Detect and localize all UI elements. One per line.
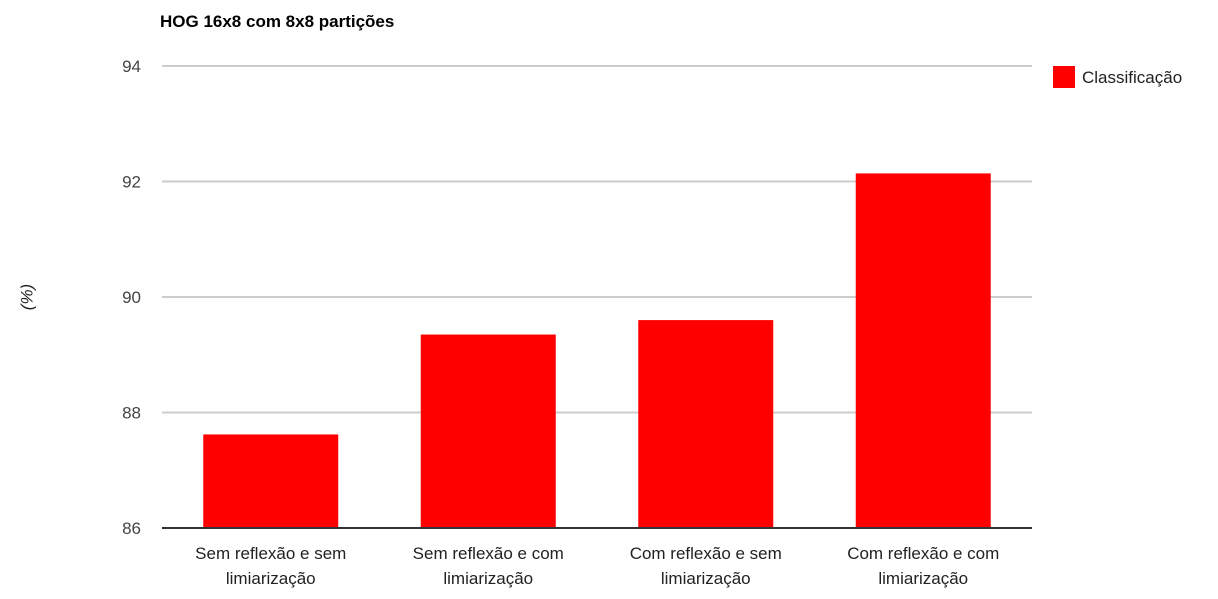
y-tick-label: 94 <box>122 57 141 76</box>
x-category-label: Sem reflexão e sem <box>195 544 346 563</box>
bars <box>203 173 991 529</box>
chart-title: HOG 16x8 com 8x8 partições <box>160 12 394 31</box>
y-tick-label: 88 <box>122 404 141 423</box>
legend-label: Classificação <box>1082 68 1182 87</box>
x-axis-labels: Sem reflexão e sem limiarização Sem reflex… <box>195 544 999 588</box>
x-category-label: Com reflexão e com <box>847 544 999 563</box>
x-category-label: Sem reflexão e com <box>413 544 564 563</box>
y-tick-label: 92 <box>122 173 141 192</box>
y-axis-title: (%) <box>17 284 36 310</box>
x-category-label: Com reflexão e sem <box>630 544 782 563</box>
bar-1 <box>203 434 339 528</box>
x-category-label: limiarização <box>878 569 968 588</box>
x-category-label: limiarização <box>226 569 316 588</box>
bar-2 <box>420 334 556 528</box>
x-category-label: limiarização <box>661 569 751 588</box>
legend-swatch <box>1053 66 1075 88</box>
bar-3 <box>638 320 774 528</box>
legend: Classificação <box>1053 66 1182 88</box>
y-tick-label: 86 <box>122 519 141 538</box>
x-category-label: limiarização <box>443 569 533 588</box>
bar-4 <box>855 173 991 529</box>
y-tick-label: 90 <box>122 288 141 307</box>
y-axis-ticks: 86 88 90 92 94 <box>122 57 141 538</box>
